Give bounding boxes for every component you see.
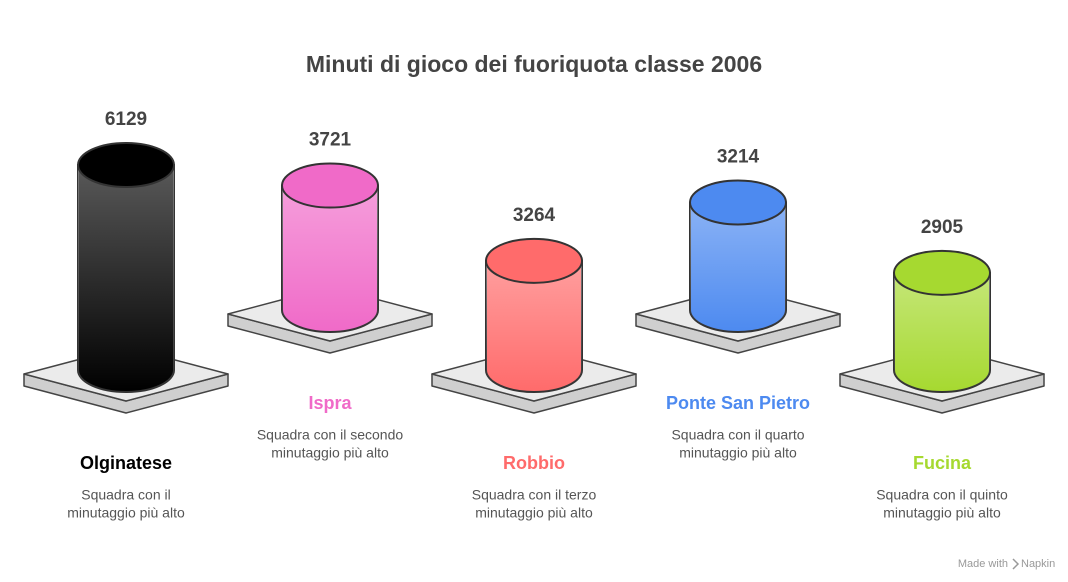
cylinder (77, 142, 175, 393)
description: minutaggio più alto (679, 445, 797, 461)
cylinder (893, 249, 991, 393)
category-label: Ponte San Pietro (666, 393, 810, 413)
description: minutaggio più alto (475, 505, 593, 521)
cylinder (689, 179, 787, 333)
value-label: 2905 (921, 217, 964, 238)
category-label: Robbio (503, 453, 565, 473)
cylinder-top (77, 142, 175, 188)
cylinder-shine (894, 272, 990, 392)
cylinder-top (485, 237, 583, 284)
value-label: 3264 (513, 205, 556, 226)
description: Squadra con il secondo (257, 427, 404, 443)
cylinder-shine (690, 202, 786, 332)
cylinder-shine (486, 260, 582, 392)
description: Squadra con il quarto (671, 427, 804, 443)
description: minutaggio più alto (883, 505, 1001, 521)
value-label: 6129 (105, 109, 147, 130)
cylinder-shine (78, 165, 174, 392)
description: minutaggio più alto (271, 445, 389, 461)
description: Squadra con il quinto (876, 487, 1008, 503)
footer-brand: Napkin (1021, 558, 1055, 570)
cylinder (485, 237, 583, 393)
description: minutaggio più alto (67, 505, 185, 521)
description: Squadra con il (81, 487, 171, 503)
chart-title: Minuti di gioco dei fuoriquota classe 20… (306, 51, 762, 77)
footer-icon (1012, 558, 1020, 570)
cylinder-top (893, 249, 991, 296)
cylinder-shine (282, 185, 378, 332)
category-label: Ispra (308, 393, 352, 413)
value-label: 3214 (717, 147, 760, 168)
cylinder-top (689, 179, 787, 226)
cylinder (281, 162, 379, 333)
cylinder-top (281, 162, 379, 209)
description: Squadra con il terzo (472, 487, 597, 503)
footer-made-with: Made with (958, 558, 1008, 570)
category-label: Fucina (913, 453, 972, 473)
value-label: 3721 (309, 130, 352, 151)
category-label: Olginatese (80, 453, 172, 473)
